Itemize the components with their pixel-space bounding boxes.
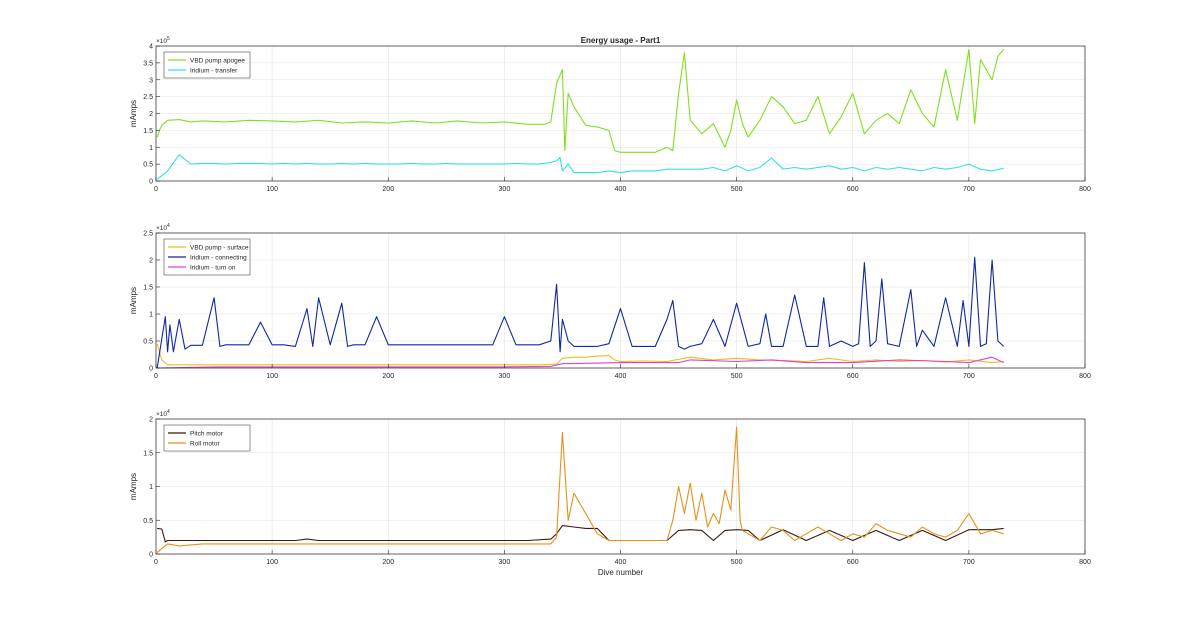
grid (155, 45, 1086, 182)
x-tick-label: 0 (154, 559, 158, 566)
series-line-iridium-transfer (156, 154, 1004, 180)
x-tick-label: 600 (847, 186, 859, 193)
y-tick-label: 0.5 (143, 162, 153, 169)
x-tick-label: 100 (266, 186, 278, 193)
y-tick-label: 2 (149, 111, 153, 118)
y-axis-label: mAmps (129, 473, 138, 500)
y-tick-label: 2 (149, 417, 153, 424)
x-tick-label: 700 (963, 373, 975, 380)
legend: VBD pump apogee Iridium - transfer (163, 51, 251, 79)
x-tick-label: 300 (499, 373, 511, 380)
y-exponent: 5 (167, 36, 170, 42)
y-exponent: 4 (167, 409, 170, 415)
series-line-iridium-connecting (156, 256, 1005, 369)
x-tick-label: 200 (382, 186, 394, 193)
series-line-roll-motor (156, 426, 1004, 554)
y-tick-label: 3 (149, 77, 153, 84)
legend-label: Iridium - transfer (190, 67, 238, 74)
legend-label: Pitch motor (190, 430, 224, 437)
x-tick-label: 0 (154, 186, 158, 193)
y-exponent-label: ×105 (156, 36, 170, 45)
y-multiplier: ×10 (156, 38, 167, 45)
y-tick-label: 0 (149, 366, 153, 373)
y-axis-label: mAmps (129, 287, 138, 314)
legend-label: Iridium - connecting (190, 254, 247, 261)
chart-panel-1: 0 100 200 300 400 500 600 700 800 0 0.5 1 1.5 2 2.5 3 3.… (129, 36, 1091, 193)
x-tick-label: 800 (1079, 186, 1091, 193)
legend: Pitch motor Roll motor (163, 424, 251, 452)
x-tick-label: 300 (499, 559, 511, 566)
x-tick-label: 500 (731, 559, 743, 566)
chart-panel-3: 0 100 200 300 400 500 600 700 800 0 0.5 1 1.5 2×104 mA… (129, 409, 1091, 577)
y-tick-label: 1.5 (143, 285, 153, 292)
x-tick-label: 400 (615, 373, 627, 380)
y-tick-label: 2 (149, 258, 153, 265)
y-exponent-label: ×104 (156, 409, 170, 418)
x-tick-label: 700 (963, 186, 975, 193)
y-tick-label: 0.5 (143, 518, 153, 525)
y-tick-label: 2.5 (143, 94, 153, 101)
y-exponent-label: ×104 (156, 223, 170, 232)
y-multiplier: ×10 (156, 225, 167, 232)
y-exponent: 4 (167, 223, 170, 229)
x-axis-label: Dive number (598, 568, 644, 577)
x-tick-label: 500 (731, 186, 743, 193)
series-line-vbd-pump-apogee (156, 48, 1005, 153)
x-tick-label: 800 (1079, 373, 1091, 380)
y-tick-label: 0 (149, 179, 153, 186)
x-tick-label: 400 (615, 186, 627, 193)
legend-box (163, 424, 251, 452)
x-tick-label: 500 (731, 373, 743, 380)
x-tick-label: 0 (154, 373, 158, 380)
chart-title: Energy usage - Part1 (581, 36, 661, 45)
x-tick-label: 200 (382, 373, 394, 380)
x-tick-label: 100 (266, 559, 278, 566)
y-tick-label: 0 (149, 552, 153, 559)
y-tick-label: 1 (149, 312, 153, 319)
y-tick-label: 1.5 (143, 450, 153, 457)
x-tick-label: 800 (1079, 559, 1091, 566)
legend-label: Iridium - turn on (190, 264, 236, 271)
x-tick-label: 100 (266, 373, 278, 380)
series-line-iridium-turn-on (157, 356, 1004, 369)
y-multiplier: ×10 (156, 411, 167, 418)
y-tick-label: 1 (149, 145, 153, 152)
x-tick-label: 600 (847, 559, 859, 566)
y-tick-label: 4 (149, 44, 153, 51)
legend-box (163, 51, 251, 79)
y-tick-label: 1 (149, 484, 153, 491)
y-tick-label: 0.5 (143, 339, 153, 346)
y-tick-label: 1.5 (143, 128, 153, 135)
x-tick-label: 200 (382, 559, 394, 566)
legend-label: VBD pump apogee (190, 57, 245, 64)
chart-panel-2: 0 100 200 300 400 500 600 700 800 0 0.5 1 1.5 2 2.5×10… (129, 223, 1091, 380)
legend-label: Roll motor (190, 440, 220, 447)
x-tick-label: 400 (615, 559, 627, 566)
x-tick-label: 600 (847, 373, 859, 380)
x-tick-label: 300 (499, 186, 511, 193)
y-tick-label: 2.5 (143, 231, 153, 238)
y-tick-label: 3.5 (143, 60, 153, 67)
legend: VBD pump - surface Iridium - connecting Ir… (163, 238, 251, 276)
y-axis-label: mAmps (129, 100, 138, 127)
legend-label: VBD pump - surface (190, 244, 249, 251)
x-tick-label: 700 (963, 559, 975, 566)
